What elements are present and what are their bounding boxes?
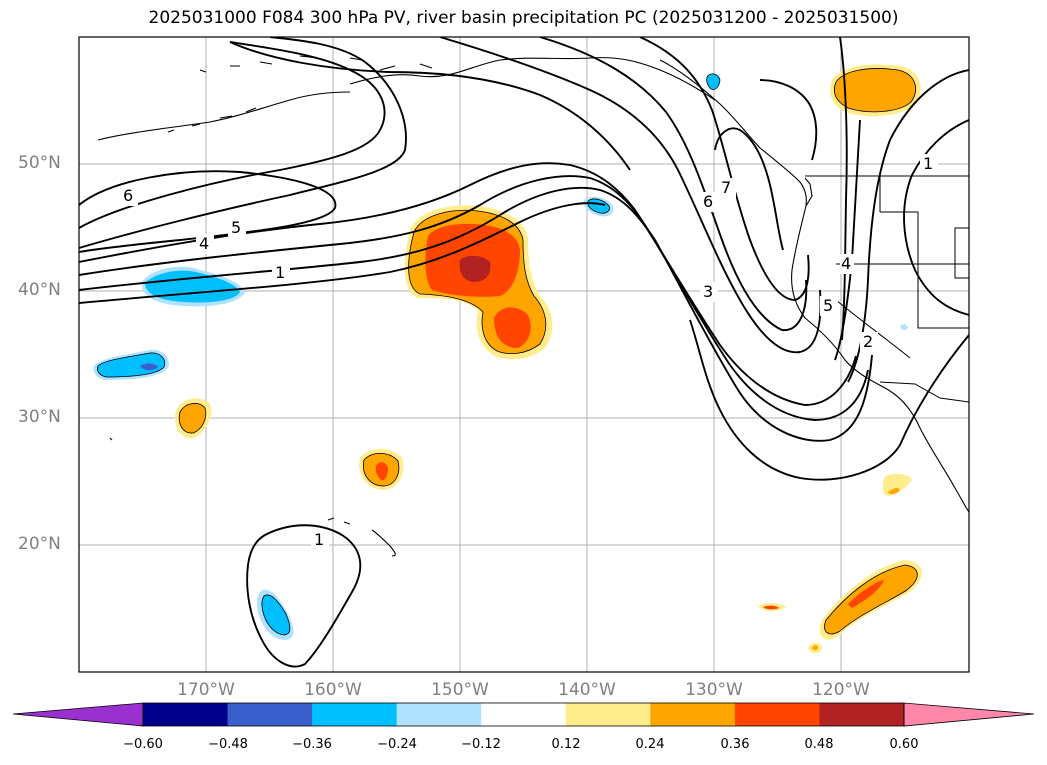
precip-positive-northeast — [830, 64, 921, 117]
contour-label-3: 3 — [703, 282, 713, 301]
colorbar-tick: 0.24 — [635, 737, 665, 752]
lon-label-150w: 150°W — [431, 680, 489, 700]
contour-label-4-west: 4 — [199, 234, 209, 253]
precip-positive-southeast — [758, 473, 922, 654]
colorbar-tick: −0.24 — [377, 737, 417, 752]
precip-positive-islands — [174, 398, 404, 490]
colorbar-cell — [481, 703, 567, 726]
colorbar-extend-low — [12, 702, 144, 727]
lon-label-130w: 130°W — [685, 680, 743, 700]
map-frame — [78, 36, 970, 673]
lat-label-50n: 50°N — [18, 153, 61, 173]
colorbar-tick: 0.48 — [804, 737, 834, 752]
colorbar-cell — [312, 703, 398, 726]
colorbar-tick: 0.12 — [551, 737, 581, 752]
colorbar-tick: −0.12 — [461, 737, 501, 752]
colorbar-cell — [734, 703, 820, 726]
colorbar-tick: −0.36 — [292, 737, 332, 752]
contour-label-2: 2 — [863, 332, 873, 351]
map-title: 2025031000 F084 300 hPa PV, river basin … — [148, 8, 899, 28]
lat-label-30n: 30°N — [18, 407, 61, 427]
contour-label-1-east: 1 — [923, 154, 933, 173]
contour-label-6-west: 6 — [123, 186, 133, 205]
contour-label-6-east: 6 — [703, 192, 713, 211]
lat-label-40n: 40°N — [18, 280, 61, 300]
lon-label-120w: 120°W — [812, 680, 870, 700]
contour-label-5: 5 — [231, 218, 241, 237]
colorbar-tick: −0.60 — [123, 737, 163, 752]
lat-label-20n: 20°N — [18, 534, 61, 554]
contour-label-5-east: 5 — [823, 296, 833, 315]
colorbar-cell — [143, 703, 229, 726]
colorbar — [12, 702, 1035, 727]
lon-label-140w: 140°W — [558, 680, 616, 700]
colorbar-extend-high — [903, 702, 1035, 727]
colorbar-cell — [565, 703, 651, 726]
colorbar-tick: −0.48 — [208, 737, 248, 752]
contour-label-7: 7 — [721, 178, 731, 197]
colorbar-tick: 0.36 — [720, 737, 750, 752]
map-panel: 6 5 4 1 1 7 6 3 5 4 2 1 — [78, 36, 970, 673]
pv-contour-labels: 6 5 4 1 1 7 6 3 5 4 2 1 — [120, 154, 938, 550]
colorbar-cell — [396, 703, 482, 726]
colorbar-cell — [227, 703, 313, 726]
colorbar-cell — [650, 703, 736, 726]
contour-label-1-south: 1 — [314, 530, 324, 549]
colorbar-cell — [819, 703, 905, 726]
lon-label-170w: 170°W — [177, 680, 235, 700]
contour-label-1-west: 1 — [275, 263, 285, 282]
coastlines — [97, 55, 969, 557]
contour-label-4-east: 4 — [841, 254, 851, 273]
colorbar-outline — [142, 702, 905, 727]
colorbar-tick: 0.60 — [889, 737, 919, 752]
lon-label-160w: 160°W — [304, 680, 362, 700]
pv-contours — [79, 37, 969, 668]
precip-thin-contours — [97, 68, 918, 636]
